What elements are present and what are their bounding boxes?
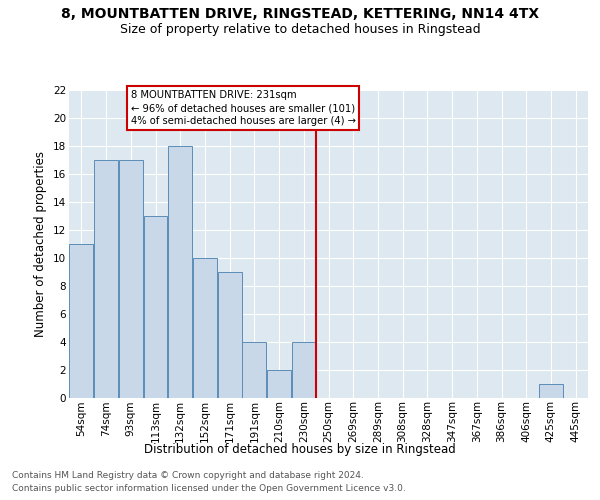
Bar [539, 384, 563, 398]
Text: Contains public sector information licensed under the Open Government Licence v3: Contains public sector information licen… [12, 484, 406, 493]
Bar [242, 342, 266, 398]
Bar [292, 342, 316, 398]
Bar [218, 272, 242, 398]
Text: 8, MOUNTBATTEN DRIVE, RINGSTEAD, KETTERING, NN14 4TX: 8, MOUNTBATTEN DRIVE, RINGSTEAD, KETTERI… [61, 8, 539, 22]
Bar [94, 160, 118, 398]
Bar [267, 370, 291, 398]
Bar [193, 258, 217, 398]
Text: Contains HM Land Registry data © Crown copyright and database right 2024.: Contains HM Land Registry data © Crown c… [12, 471, 364, 480]
Text: Size of property relative to detached houses in Ringstead: Size of property relative to detached ho… [119, 22, 481, 36]
Text: Distribution of detached houses by size in Ringstead: Distribution of detached houses by size … [144, 442, 456, 456]
Text: 8 MOUNTBATTEN DRIVE: 231sqm
← 96% of detached houses are smaller (101)
4% of sem: 8 MOUNTBATTEN DRIVE: 231sqm ← 96% of det… [131, 90, 356, 126]
Bar [70, 244, 94, 398]
Bar [168, 146, 192, 398]
Bar [119, 160, 143, 398]
Y-axis label: Number of detached properties: Number of detached properties [34, 151, 47, 337]
Bar [143, 216, 167, 398]
